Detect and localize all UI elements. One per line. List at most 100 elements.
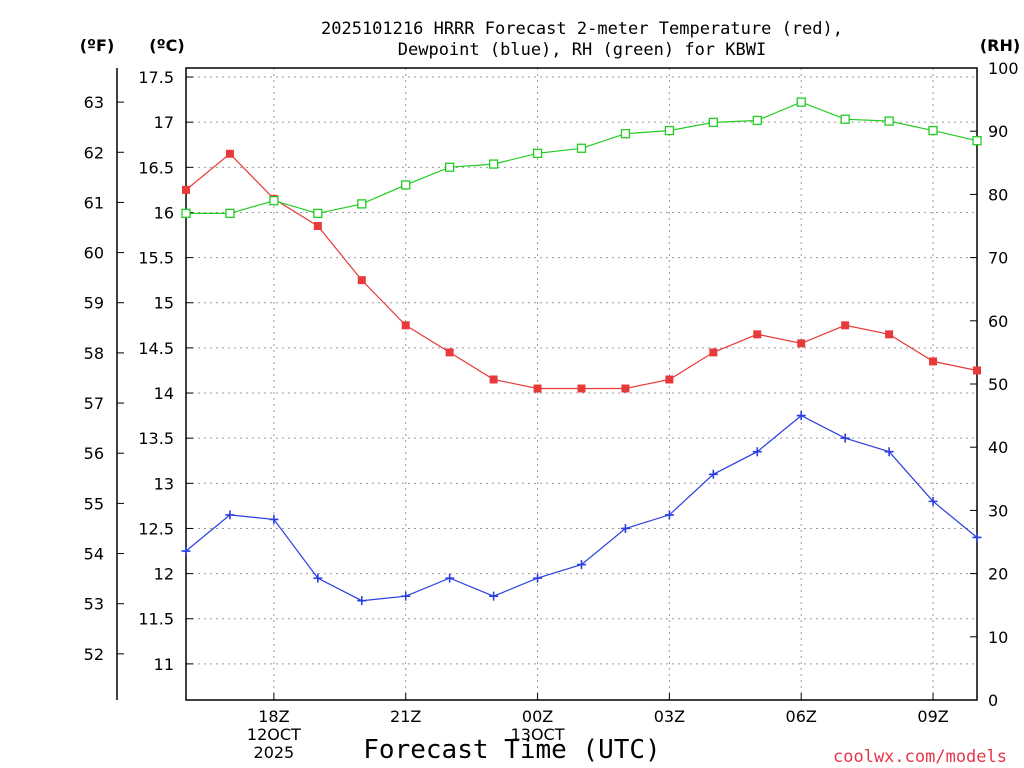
celsius-tick-label: 14 [154, 384, 174, 403]
dewpoint-point [313, 573, 323, 583]
dewpoint-point [401, 591, 411, 601]
rh-tick-label: 60 [988, 312, 1008, 331]
rh-tick-label: 0 [988, 691, 998, 710]
celsius-tick-label: 11.5 [138, 610, 174, 629]
data-series [181, 97, 982, 606]
rh-point [357, 199, 367, 209]
rh-point [796, 97, 806, 107]
temperature-point [401, 321, 410, 330]
dewpoint-point [269, 514, 279, 524]
fahrenheit-tick-label: 52 [84, 645, 104, 664]
dewpoint-point [533, 573, 543, 583]
dewpoint-point [752, 447, 762, 457]
temperature-point [182, 185, 190, 194]
x-axis-title: Forecast Time (UTC) [363, 735, 660, 765]
rh-tick-label: 20 [988, 565, 1008, 584]
time-tick-label: 18Z [258, 707, 289, 726]
rh-point [313, 208, 323, 219]
temperature-point [621, 384, 630, 393]
temperature-point [841, 321, 850, 330]
dewpoint-point [225, 510, 235, 520]
dewpoint-point [181, 546, 191, 556]
fahrenheit-tick-label: 53 [84, 595, 104, 614]
temperature-point [885, 330, 894, 339]
fahrenheit-tick-label: 55 [84, 494, 104, 513]
celsius-tick-label: 11 [154, 655, 174, 674]
fahrenheit-tick-label: 54 [84, 545, 104, 564]
celsius-tick-label: 16.5 [138, 158, 174, 177]
temperature-point [797, 339, 806, 348]
rh-tick-label: 40 [988, 438, 1008, 457]
rh-point [928, 125, 938, 136]
rh-point [884, 116, 894, 126]
rh-point [225, 208, 235, 219]
rh-unit-label: (RH) [980, 36, 1020, 55]
fahrenheit-tick-label: 57 [84, 394, 104, 413]
rh-point [972, 136, 982, 146]
rh-tick-label: 10 [988, 628, 1008, 647]
fahrenheit-tick-label: 62 [84, 143, 104, 162]
rh-tick-label: 30 [988, 501, 1008, 520]
celsius-tick-label: 17 [154, 113, 174, 132]
dewpoint-point [884, 447, 894, 457]
temperature-point [357, 276, 366, 285]
rh-point [752, 115, 762, 126]
celsius-tick-label: 16 [154, 203, 174, 222]
chart-title-line-1: 2025101216 HRRR Forecast 2-meter Tempera… [321, 19, 843, 39]
time-tick-label: 21Z [390, 707, 421, 726]
fahrenheit-tick-label: 63 [84, 93, 104, 112]
rh-tick-label: 50 [988, 375, 1008, 394]
dewpoint-line [185, 414, 978, 602]
dewpoint-point [928, 496, 938, 506]
dewpoint-point [357, 596, 367, 606]
rh-point [576, 143, 587, 153]
temperature-point [225, 149, 234, 158]
rh-point [840, 114, 850, 124]
fahrenheit-tick-label: 61 [84, 193, 104, 212]
temperature-point [753, 330, 762, 339]
rh-tick-label: 90 [988, 122, 1008, 141]
rh-point [401, 180, 411, 190]
rh-point [620, 129, 631, 139]
relative-humidity-series [181, 97, 982, 219]
celsius-tick-label: 12 [154, 565, 174, 584]
time-tick-label: 00Z [522, 707, 553, 726]
dewpoint-point [664, 510, 674, 520]
temperature-point [577, 384, 586, 393]
rh-point [664, 125, 675, 136]
temperature-point [489, 375, 498, 384]
temperature-point [929, 357, 938, 366]
time-tick-label: 09Z [917, 707, 948, 726]
temperature-point [665, 375, 674, 384]
fahrenheit-tick-label: 58 [84, 344, 104, 363]
celsius-unit-label: (ºC) [149, 36, 184, 55]
celsius-tick-label: 12.5 [138, 519, 174, 538]
temperature-point [709, 348, 718, 357]
rh-point [445, 162, 455, 172]
credit-label: coolwx.com/models [833, 747, 1007, 767]
grid-lines [186, 68, 977, 700]
celsius-tick-label: 15.5 [138, 249, 174, 268]
plot-frame [185, 67, 978, 701]
celsius-tick-label: 13.5 [138, 429, 174, 448]
chart-title-line-2: Dewpoint (blue), RH (green) for KBWI [398, 40, 766, 60]
temperature-point [313, 222, 322, 230]
temperature-line [185, 152, 978, 390]
rh-tick-label: 70 [988, 249, 1008, 268]
dewpoint-point [972, 532, 982, 542]
dewpoint-series [181, 411, 982, 606]
rh-point [532, 148, 543, 158]
rh-point [708, 117, 718, 128]
dewpoint-point [577, 560, 586, 570]
fahrenheit-tick-label: 59 [84, 294, 104, 313]
rh-tick-label: 80 [988, 185, 1008, 204]
dewpoint-point [620, 523, 630, 533]
temperature-point [973, 366, 981, 375]
time-tick-label: 06Z [786, 707, 817, 726]
dewpoint-point [445, 573, 455, 583]
fahrenheit-axis: 52 53 54 55 56 57 58 59 60 61 62 63 [84, 93, 124, 664]
dewpoint-point [840, 433, 850, 443]
rh-tick-label: 100 [988, 59, 1019, 78]
celsius-tick-label: 15 [154, 294, 174, 313]
